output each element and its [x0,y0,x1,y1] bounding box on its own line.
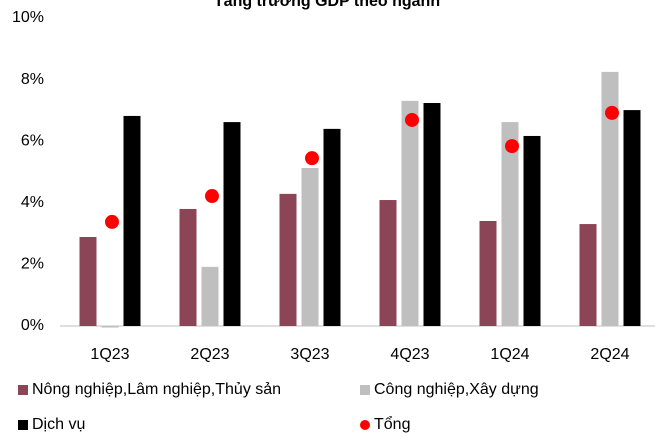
bar [623,110,641,326]
legend-label: Công nghiệp,Xây dựng [374,381,539,398]
legend-marker [18,385,28,395]
bar [101,326,119,328]
x-tick-label: 1Q23 [90,346,129,363]
x-tick-label: 2Q24 [590,346,629,363]
y-tick-label: 0% [21,317,44,334]
chart-title: Tăng trưởng GDP theo ngành [214,0,440,10]
dot [505,139,519,154]
bar [323,128,341,326]
y-tick-label: 8% [21,71,44,88]
bar [579,224,597,326]
bar [201,266,219,326]
dot [405,112,419,127]
bar [223,122,241,326]
x-tick-label: 4Q23 [390,346,429,363]
bar [401,100,419,327]
bar [279,193,297,326]
bar [423,103,441,327]
x-tick-label: 2Q23 [190,346,229,363]
x-tick-label: 1Q24 [490,346,529,363]
dot [205,189,219,204]
y-tick-label: 2% [21,256,44,273]
y-tick-label: 6% [21,132,44,149]
dot [605,105,619,120]
x-tick-label: 3Q23 [290,346,329,363]
bar [601,71,619,327]
legend-label: Tổng [374,415,410,433]
bar [501,122,519,326]
bar [79,236,97,326]
y-tick-label: 4% [21,194,44,211]
dot [305,151,319,166]
legend-label: Nông nghiệp,Lâm nghiệp,Thủy sản [32,381,281,398]
bar [379,200,397,326]
legend-marker [360,385,370,395]
bar [301,167,319,326]
legend-label: Dịch vụ [32,416,85,433]
legend-marker [360,420,370,430]
legend-marker [18,420,28,430]
bar [479,220,497,326]
bar [523,135,541,326]
y-tick-label: 10% [12,9,44,26]
dot [105,214,119,229]
bar [123,115,141,326]
bar [179,208,197,326]
